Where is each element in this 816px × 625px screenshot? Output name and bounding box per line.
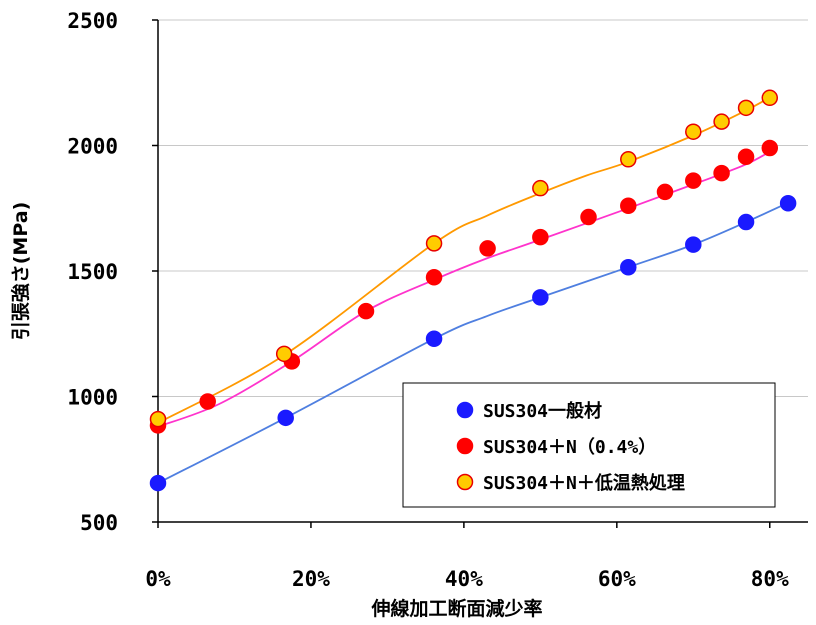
series-2-point-1 [275,345,293,363]
series-2-point-0 [149,410,167,428]
series-1-point-11 [713,164,730,182]
y-tick-label-0: 500 [80,511,118,535]
series-1-point-9 [656,183,674,201]
series-1-point-3 [357,302,375,320]
series-1-point-1 [199,393,216,410]
x-axis-title: 伸線加工断面減少率 [370,597,542,620]
y-tick-labels: 500 1000 1500 2000 2500 [67,9,118,535]
y-tick-label-1: 1000 [67,386,118,410]
series-2-point-8 [761,89,779,107]
series-0-point-3 [532,289,549,306]
y-tick-label-2: 1500 [67,260,118,284]
series-0-point-6 [737,213,755,231]
legend: SUS304一般材 SUS304＋N（0.4%） SUS304＋N＋低温熱処理 [402,382,776,508]
series-2-point-4 [620,151,637,168]
y-axis-title: 引張強さ(MPa) [10,202,32,341]
series-2-point-2 [425,235,443,252]
x-tick-label-0: 0% [145,567,171,591]
x-tick-label-4: 80% [751,567,789,591]
series-1-point-4 [425,269,443,286]
series-1-point-12 [737,148,755,166]
x-tick-label-3: 60% [598,567,636,591]
gridlines [158,19,808,397]
series-0-point-2 [425,330,443,348]
series-1-point-5 [479,240,496,257]
series-0-point-5 [685,236,702,253]
axes [152,19,808,528]
series-2-point-5 [685,123,702,140]
legend-marker-0 [456,401,474,419]
series-1-point-8 [620,197,637,214]
series-1-point-10 [685,172,702,189]
legend-label-1: SUS304＋N（0.4%） [483,437,656,458]
series-1-point-13 [761,139,779,157]
series-layer [149,89,797,492]
series-2-point-7 [737,99,755,117]
series-2-point-6 [713,113,730,130]
series-1-point-7 [580,208,597,226]
legend-marker-1 [456,437,474,455]
series-0-point-0 [149,474,167,492]
series-0-point-7 [779,194,797,212]
x-tick-label-1: 20% [292,567,330,591]
series-2-point-3 [532,179,549,197]
series-2-line [157,94,775,424]
legend-marker-2 [456,473,474,491]
y-tick-label-3: 2000 [67,135,118,159]
series-1-point-6 [532,228,549,246]
x-tick-labels: 0% 20% 40% 60% 80% [145,567,789,591]
y-tick-label-4: 2500 [67,9,118,33]
series-0-point-4 [620,258,637,276]
legend-label-2: SUS304＋N＋低温熱処理 [483,472,685,494]
legend-label-0: SUS304一般材 [483,400,602,422]
series-0-point-1 [277,409,294,427]
x-tick-label-2: 40% [445,567,483,591]
